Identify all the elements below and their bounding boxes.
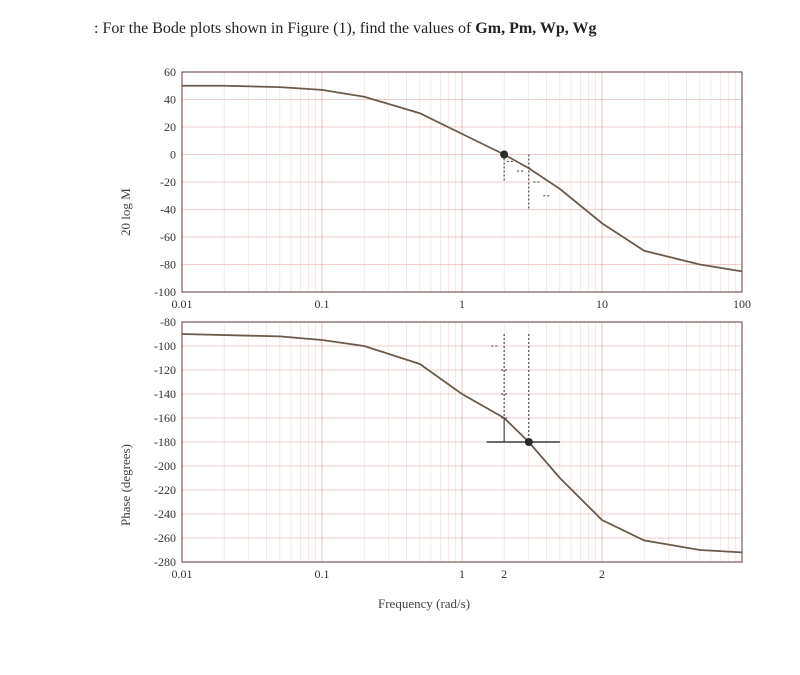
svg-text:0.01: 0.01 — [172, 567, 193, 581]
svg-text:0.1: 0.1 — [315, 567, 330, 581]
title-prefix: : For the Bode plots shown in Figure (1)… — [94, 20, 475, 37]
svg-text:-40: -40 — [160, 203, 176, 217]
bode-figure: 20 log M Phase (degrees) Frequency (rad/… — [148, 66, 772, 596]
svg-text:100: 100 — [733, 297, 751, 311]
page-title: : For the Bode plots shown in Figure (1)… — [94, 20, 772, 38]
svg-text:-180: -180 — [154, 435, 176, 449]
svg-text:-80: -80 — [160, 316, 176, 329]
svg-text:2: 2 — [599, 567, 605, 581]
svg-text:-120: -120 — [154, 363, 176, 377]
svg-text:-200: -200 — [154, 459, 176, 473]
magnitude-plot: 6040200-20-40-60-80-1000.010.1110100 — [148, 66, 758, 316]
svg-text:1: 1 — [459, 297, 465, 311]
svg-text:-80: -80 — [160, 258, 176, 272]
svg-text:2: 2 — [501, 567, 507, 581]
svg-text:60: 60 — [164, 66, 176, 79]
svg-text:1: 1 — [459, 567, 465, 581]
svg-text:-220: -220 — [154, 483, 176, 497]
mag-ylabel: 20 log M — [118, 188, 134, 236]
svg-text:-140: -140 — [154, 387, 176, 401]
svg-text:-60: -60 — [160, 230, 176, 244]
phase-plot: -80-100-120-140-160-180-200-220-240-260-… — [148, 316, 758, 596]
svg-text:0.1: 0.1 — [315, 297, 330, 311]
svg-text:0: 0 — [170, 148, 176, 162]
svg-text:20: 20 — [164, 120, 176, 134]
svg-text:0.01: 0.01 — [172, 297, 193, 311]
title-bold: Gm, Pm, Wp, Wg — [475, 20, 596, 37]
svg-text:10: 10 — [596, 297, 608, 311]
svg-text:-100: -100 — [154, 339, 176, 353]
svg-text:40: 40 — [164, 93, 176, 107]
svg-text:-240: -240 — [154, 507, 176, 521]
phase-ylabel: Phase (degrees) — [118, 444, 134, 526]
svg-text:-20: -20 — [160, 175, 176, 189]
svg-text:-260: -260 — [154, 531, 176, 545]
x-axis-label: Frequency (rad/s) — [378, 596, 470, 612]
svg-text:-160: -160 — [154, 411, 176, 425]
